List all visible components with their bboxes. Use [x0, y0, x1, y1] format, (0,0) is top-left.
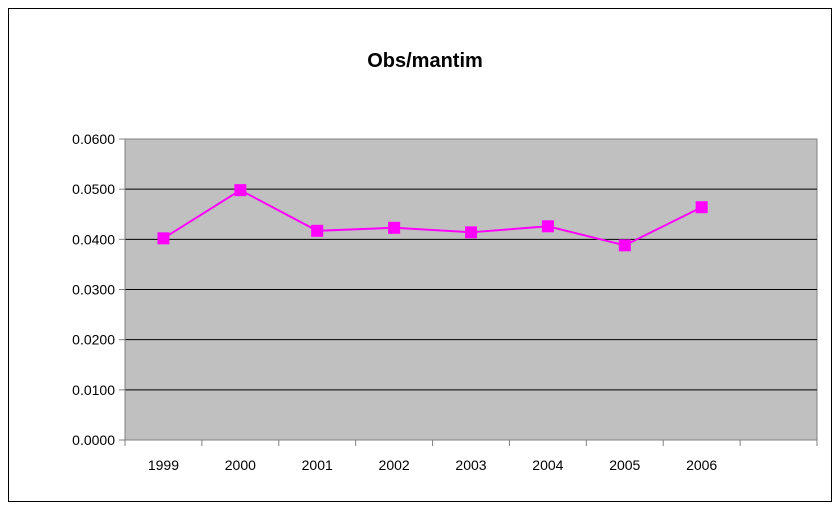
x-tick-label: 1999 [148, 457, 179, 473]
chart-frame: Obs/mantim 0.0000 0.0100 0.0200 0.0300 0.040… [8, 8, 832, 502]
y-tick-label: 0.0200 [72, 332, 115, 348]
data-point-marker [541, 220, 554, 233]
y-tick-label: 0.0400 [72, 231, 115, 247]
series-group [157, 184, 708, 252]
y-tick-label: 0.0600 [72, 131, 115, 147]
x-tick-label: 2003 [455, 457, 486, 473]
y-tick-label: 0.0100 [72, 382, 115, 398]
data-point-marker [618, 239, 631, 252]
axes [119, 138, 818, 446]
x-axis-tick-labels: 1999 2000 2001 2002 2003 2004 2005 2006 [148, 457, 718, 473]
data-point-marker [465, 226, 477, 239]
x-tick-label: 2001 [302, 457, 333, 473]
y-axis-tick-labels: 0.0000 0.0100 0.0200 0.0300 0.0400 0.0500 0.06… [72, 131, 115, 448]
x-tick-label: 2005 [609, 457, 640, 473]
data-point-marker [311, 224, 324, 237]
y-tick-label: 0.0500 [72, 181, 115, 197]
series-line [162, 189, 703, 247]
y-tick-label: 0.0300 [72, 282, 115, 298]
line-chart: Obs/mantim 0.0000 0.0100 0.0200 0.0300 0.040… [72, 50, 818, 473]
x-tick-label: 2000 [225, 457, 256, 473]
data-point-marker [388, 221, 401, 234]
x-tick-label: 2004 [532, 457, 563, 473]
y-tick-label: 0.0000 [72, 432, 115, 448]
data-point-marker [695, 201, 708, 214]
x-tick-label: 2006 [686, 457, 717, 473]
data-point-marker [234, 184, 247, 197]
chart-title: Obs/mantim [367, 50, 483, 72]
data-point-marker [157, 232, 170, 245]
x-tick-label: 2002 [379, 457, 410, 473]
